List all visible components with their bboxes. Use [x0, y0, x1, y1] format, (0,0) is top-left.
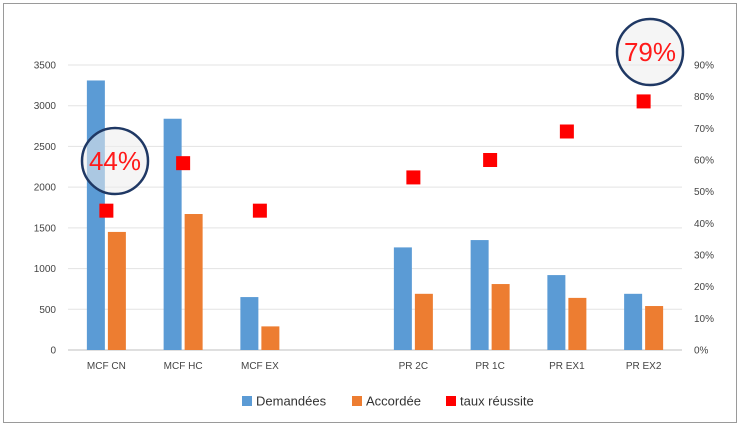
- rate-marker: [99, 203, 114, 218]
- bar-demandees: [240, 297, 259, 350]
- bar-accordee: [568, 297, 587, 350]
- axes-labels: 0 500 1000 1500 2000 2500 3000 3500 0% 10% 20% 30% 4…: [34, 61, 714, 373]
- y-left-tick-label: 2000: [34, 183, 57, 194]
- legend-swatch: [352, 396, 362, 406]
- bar-accordee: [491, 284, 510, 350]
- y-left-tick-label: 3000: [34, 101, 57, 112]
- callouts: 44% 79%: [80, 17, 685, 196]
- callout-label: 79%: [624, 37, 676, 67]
- bar-demandees: [393, 247, 412, 350]
- bar-accordee: [414, 293, 433, 350]
- y-left-tick-label: 1500: [34, 223, 57, 234]
- legend-swatch: [446, 396, 456, 406]
- y-right-tick-label: 0%: [694, 346, 709, 357]
- callout-circle: [80, 126, 150, 196]
- rate-marker: [559, 124, 574, 139]
- x-category-label: PR EX2: [626, 361, 662, 372]
- x-category-label: MCF CN: [87, 361, 126, 372]
- rate-marker: [252, 203, 267, 218]
- x-category-label: PR 2C: [399, 361, 428, 372]
- y-right-tick-label: 50%: [694, 187, 714, 198]
- y-right-tick-label: 10%: [694, 314, 714, 325]
- legend-label: Demandées: [256, 394, 327, 409]
- rate-marker: [406, 170, 421, 185]
- bar-demandees: [163, 118, 182, 350]
- y-right-tick-label: 30%: [694, 251, 714, 262]
- x-category-label: PR EX1: [549, 361, 585, 372]
- y-left-tick-label: 1000: [34, 264, 57, 275]
- legend-swatch: [242, 396, 252, 406]
- bar-accordee: [261, 326, 280, 350]
- rate-marker: [176, 156, 191, 171]
- gridlines: [68, 64, 682, 351]
- bar-demandees: [624, 293, 643, 350]
- y-right-tick-label: 70%: [694, 124, 714, 135]
- y-right-tick-label: 40%: [694, 219, 714, 230]
- bar-accordee: [184, 214, 203, 350]
- y-right-tick-label: 90%: [694, 61, 714, 72]
- legend: Demandées Accordée taux réussite: [242, 394, 534, 409]
- legend-label: taux réussite: [460, 394, 534, 409]
- legend-label: Accordée: [366, 394, 421, 409]
- y-left-tick-label: 3500: [34, 61, 57, 72]
- bar-demandees: [547, 275, 566, 350]
- y-right-tick-label: 20%: [694, 282, 714, 293]
- x-category-label: MCF HC: [164, 361, 203, 372]
- y-left-tick-label: 500: [39, 305, 56, 316]
- rate-marker: [636, 94, 651, 109]
- y-right-tick-label: 60%: [694, 156, 714, 167]
- y-left-tick-label: 0: [50, 346, 56, 357]
- bar-accordee: [107, 231, 126, 350]
- rate-marker: [483, 153, 498, 167]
- bar-accordee: [645, 306, 664, 350]
- chart-frame: [3, 3, 737, 423]
- callout-label: 44%: [89, 146, 141, 176]
- x-category-label: MCF EX: [241, 361, 279, 372]
- y-right-tick-label: 80%: [694, 92, 714, 103]
- bar-demandees: [470, 240, 489, 350]
- x-category-label: PR 1C: [475, 361, 504, 372]
- rate-markers: [99, 94, 651, 218]
- y-left-tick-label: 2500: [34, 142, 57, 153]
- callout-circle: [615, 17, 685, 87]
